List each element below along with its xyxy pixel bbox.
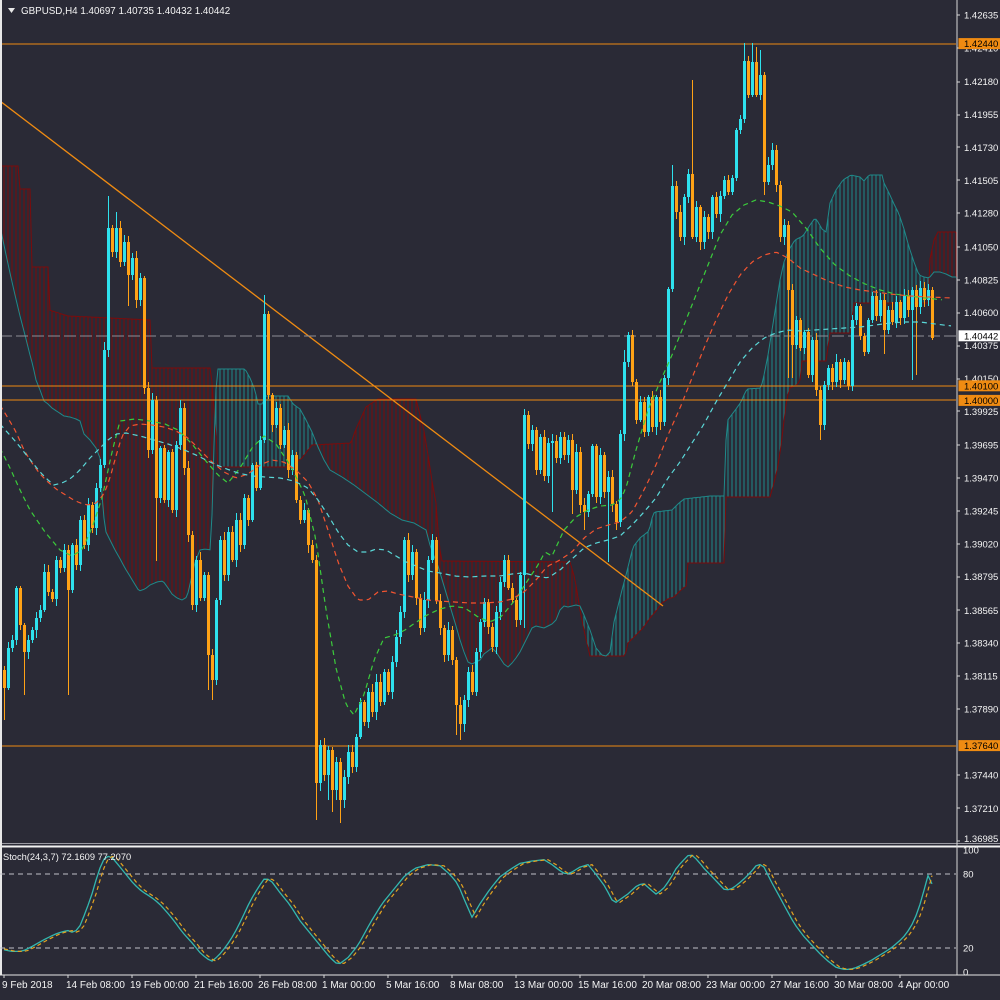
- svg-text:1.38115: 1.38115: [964, 672, 998, 683]
- svg-text:30 Mar 08:00: 30 Mar 08:00: [834, 980, 893, 991]
- svg-text:80: 80: [963, 870, 974, 881]
- svg-text:GBPUSD,H4 1.40697 1.40735 1.4: GBPUSD,H4 1.40697 1.40735 1.40432 1.4044…: [21, 6, 230, 17]
- svg-text:15 Mar 16:00: 15 Mar 16:00: [578, 980, 637, 991]
- svg-text:1.40442: 1.40442: [964, 331, 998, 342]
- svg-text:0: 0: [963, 968, 968, 979]
- svg-text:1.37640: 1.37640: [964, 741, 998, 752]
- svg-text:1.42180: 1.42180: [964, 77, 998, 88]
- svg-text:21 Feb 16:00: 21 Feb 16:00: [194, 980, 253, 991]
- svg-text:1.37210: 1.37210: [964, 804, 998, 815]
- svg-text:1.38340: 1.38340: [964, 639, 998, 650]
- svg-text:14 Feb 08:00: 14 Feb 08:00: [66, 980, 125, 991]
- svg-text:1.38565: 1.38565: [964, 606, 998, 617]
- svg-text:1.39245: 1.39245: [964, 506, 998, 517]
- svg-text:1.39695: 1.39695: [964, 441, 998, 452]
- svg-text:100: 100: [963, 846, 979, 857]
- svg-text:1.40000: 1.40000: [964, 396, 998, 407]
- svg-text:4 Apr 00:00: 4 Apr 00:00: [898, 980, 950, 991]
- svg-text:1.40375: 1.40375: [964, 341, 998, 352]
- svg-text:1.39925: 1.39925: [964, 407, 998, 418]
- svg-text:19 Feb 00:00: 19 Feb 00:00: [130, 980, 189, 991]
- svg-text:1.38795: 1.38795: [964, 572, 998, 583]
- svg-text:1.39470: 1.39470: [964, 473, 998, 484]
- svg-text:1.41730: 1.41730: [964, 143, 998, 154]
- svg-text:1.42440: 1.42440: [964, 39, 998, 50]
- svg-text:20 Mar 08:00: 20 Mar 08:00: [642, 980, 701, 991]
- svg-text:1.41505: 1.41505: [964, 176, 998, 187]
- svg-text:13 Mar 00:00: 13 Mar 00:00: [514, 980, 573, 991]
- svg-text:27 Mar 16:00: 27 Mar 16:00: [770, 980, 829, 991]
- svg-text:1.42635: 1.42635: [964, 11, 998, 22]
- svg-text:1 Mar 00:00: 1 Mar 00:00: [322, 980, 376, 991]
- svg-text:1.41280: 1.41280: [964, 209, 998, 220]
- svg-text:1.41050: 1.41050: [964, 242, 998, 253]
- svg-text:1.37890: 1.37890: [964, 705, 998, 716]
- svg-text:23 Mar 00:00: 23 Mar 00:00: [706, 980, 765, 991]
- svg-text:1.40150: 1.40150: [964, 374, 998, 385]
- svg-text:1.41955: 1.41955: [964, 110, 998, 121]
- svg-text:1.40825: 1.40825: [964, 275, 998, 286]
- svg-text:1.40100: 1.40100: [964, 381, 998, 392]
- svg-text:Stoch(24,3,7) 72.1609 77.2070: Stoch(24,3,7) 72.1609 77.2070: [3, 852, 131, 862]
- svg-text:1.37440: 1.37440: [964, 770, 998, 781]
- svg-text:8 Mar 08:00: 8 Mar 08:00: [450, 980, 504, 991]
- svg-text:26 Feb 08:00: 26 Feb 08:00: [258, 980, 317, 991]
- svg-text:9 Feb 2018: 9 Feb 2018: [2, 980, 53, 991]
- svg-text:1.36985: 1.36985: [964, 834, 998, 845]
- svg-text:20: 20: [963, 944, 974, 955]
- svg-text:1.40600: 1.40600: [964, 308, 998, 319]
- svg-text:1.39020: 1.39020: [964, 539, 998, 550]
- svg-text:5 Mar 16:00: 5 Mar 16:00: [386, 980, 440, 991]
